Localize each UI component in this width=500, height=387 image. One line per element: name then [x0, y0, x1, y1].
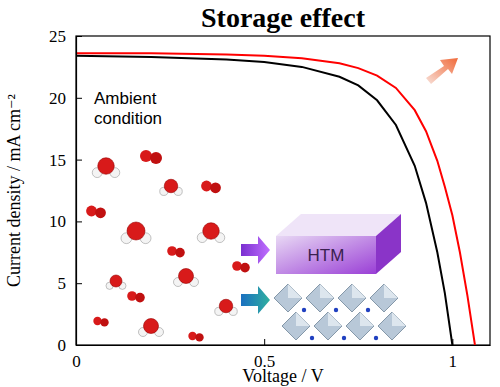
- y-tick-mark: [76, 221, 82, 222]
- water-molecule: [160, 179, 183, 195]
- cation: [302, 308, 306, 312]
- y-tick: 25: [49, 27, 82, 46]
- x-tick-mark: [264, 339, 265, 345]
- water-molecule: [215, 299, 238, 315]
- water-molecule: [121, 222, 151, 244]
- cation: [374, 336, 378, 340]
- oxygen-molecule: [140, 150, 162, 164]
- series-line: [76, 56, 452, 345]
- oxygen-molecule: [232, 261, 250, 272]
- arrow: [241, 286, 270, 314]
- y-tick: 5: [58, 274, 83, 293]
- octahedron: [282, 312, 310, 340]
- x-tick-label: 0: [72, 352, 81, 371]
- cation: [366, 308, 370, 312]
- y-tick-mark: [76, 98, 82, 99]
- octahedron: [274, 284, 302, 312]
- cation: [334, 308, 338, 312]
- octahedron-face: [392, 312, 406, 326]
- y-tick-label: 0: [58, 336, 67, 355]
- y-tick-label: 5: [58, 274, 67, 293]
- y-tick-label: 20: [49, 89, 66, 108]
- y-tick-mark: [76, 345, 82, 346]
- arrow: [426, 58, 458, 84]
- octahedron: [314, 312, 342, 340]
- y-tick-label: 15: [49, 151, 66, 170]
- octahedron: [306, 284, 334, 312]
- x-tick-label: 1: [449, 352, 458, 371]
- oxygen-molecule: [167, 246, 185, 257]
- water-molecule: [92, 158, 120, 178]
- illustration: [86, 58, 458, 342]
- water-molecule: [174, 269, 199, 287]
- water-molecule: [106, 275, 126, 289]
- x-tick: 1: [449, 339, 458, 371]
- y-tick: 0: [58, 336, 83, 355]
- oxygen-molecule: [86, 206, 106, 219]
- water-molecule: [139, 319, 164, 337]
- series-group: [76, 53, 475, 345]
- chart: 00.510510152025Storage effectVoltage / V…: [0, 0, 500, 387]
- cation: [342, 336, 346, 340]
- chart-title: Storage effect: [201, 2, 366, 33]
- oxygen-molecule: [127, 291, 145, 302]
- y-tick-mark: [76, 160, 82, 161]
- octahedron-face: [328, 312, 342, 326]
- annotation: HTM: [308, 246, 345, 265]
- octahedron-face: [288, 284, 302, 298]
- plot-area: 00.510510152025: [49, 27, 491, 371]
- x-axis-line: [77, 345, 491, 346]
- x-tick-mark: [452, 339, 453, 345]
- water-molecule: [197, 223, 225, 243]
- annotation: Ambientcondition: [94, 89, 162, 128]
- octahedron: [338, 284, 366, 312]
- octahedron: [378, 312, 406, 340]
- oxygen-molecule: [93, 317, 108, 327]
- y-axis: 0 5 10 15 20 25: [49, 27, 82, 355]
- y-tick-label: 10: [49, 212, 66, 231]
- y-tick: 20: [49, 89, 82, 108]
- x-axis-title: Voltage / V: [242, 366, 323, 386]
- y-tick-mark: [76, 36, 82, 37]
- cation: [310, 336, 314, 340]
- octahedron-face: [384, 284, 398, 298]
- y-tick-mark: [76, 283, 82, 284]
- series-line: [76, 53, 475, 345]
- octahedron-face: [296, 312, 310, 326]
- octahedron-face: [320, 284, 334, 298]
- octahedron: [370, 284, 398, 312]
- htm-slab-front: [276, 236, 376, 274]
- y-axis-title: Current density / mA cm⁻²: [4, 94, 24, 287]
- arrow: [241, 236, 270, 264]
- octahedron-face: [352, 284, 366, 298]
- octahedron-face: [360, 312, 374, 326]
- octahedron: [346, 312, 374, 340]
- plot-frame: [76, 36, 490, 345]
- y-axis-line: [76, 37, 77, 346]
- y-tick: 10: [49, 212, 82, 231]
- y-tick-label: 25: [49, 27, 66, 46]
- y-tick: 15: [49, 151, 82, 170]
- oxygen-molecule: [201, 181, 221, 194]
- oxygen-molecule: [188, 332, 203, 342]
- htm-slab-side: [376, 214, 401, 274]
